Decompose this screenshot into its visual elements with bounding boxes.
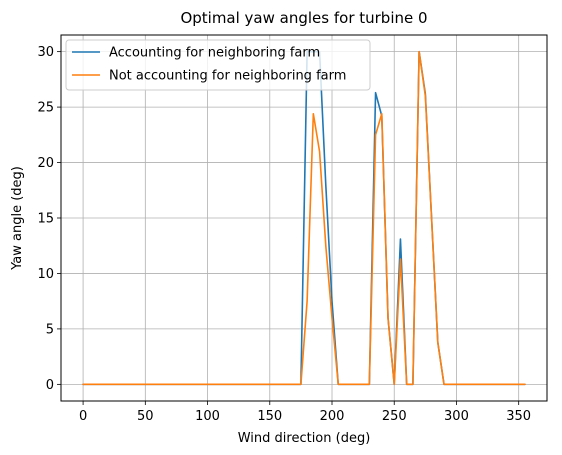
x-axis-label: Wind direction (deg) [238, 431, 371, 446]
y-tick-label: 25 [37, 101, 54, 116]
legend-label-accounting: Accounting for neighboring farm [109, 46, 320, 61]
grid-lines [61, 35, 547, 401]
x-tick-label: 250 [382, 409, 407, 424]
legend: Accounting for neighboring farm Not acco… [65, 39, 371, 91]
x-tick-label: 0 [79, 409, 87, 424]
y-tick-label: 30 [37, 45, 54, 60]
y-tick-label: 10 [37, 267, 54, 282]
y-axis-label: Yaw angle (deg) [10, 166, 25, 271]
series-line-not-accounting [82, 50, 526, 386]
x-tick-label: 100 [195, 409, 220, 424]
y-tick-label: 0 [46, 378, 54, 393]
legend-box [65, 39, 371, 91]
x-tick-label: 200 [320, 409, 345, 424]
y-axis-ticks: 0 5 10 15 20 25 30 [37, 45, 61, 393]
x-tick-label: 300 [444, 409, 469, 424]
chart-title: Optimal yaw angles for turbine 0 [180, 9, 427, 27]
y-tick-label: 15 [37, 212, 54, 227]
x-tick-label: 50 [137, 409, 154, 424]
y-tick-label: 20 [37, 156, 54, 171]
x-tick-label: 350 [506, 409, 531, 424]
series-lines [82, 50, 526, 386]
legend-label-not-accounting: Not accounting for neighboring farm [109, 69, 346, 84]
x-tick-label: 150 [257, 409, 282, 424]
y-tick-label: 5 [46, 322, 54, 337]
x-axis-ticks: 0 50 100 150 200 250 300 350 [79, 401, 531, 424]
